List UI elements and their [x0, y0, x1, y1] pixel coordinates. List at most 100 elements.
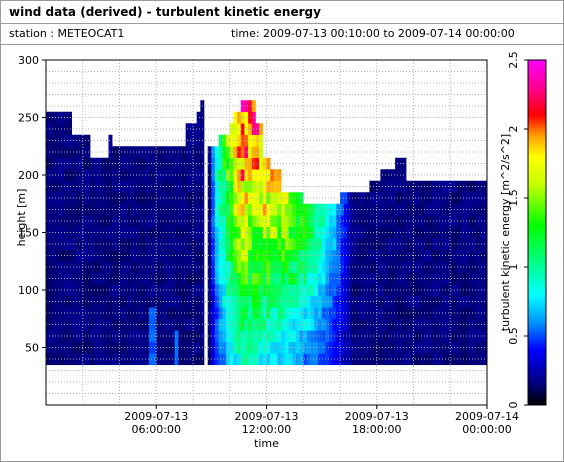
heatmap-cell [351, 318, 355, 331]
heatmap-cell [435, 203, 440, 216]
heatmap-cell [435, 226, 440, 239]
heatmap-cell [483, 249, 488, 262]
heatmap-cell [292, 192, 297, 205]
heatmap-cell [145, 295, 150, 308]
heatmap-cell [442, 341, 447, 354]
heatmap-cell [60, 284, 65, 297]
heatmap-cell [189, 180, 194, 193]
heatmap-cell [207, 169, 212, 182]
heatmap-cell [273, 261, 278, 274]
heatmap-cell [123, 146, 128, 159]
heatmap-cell [49, 318, 54, 331]
heatmap-cell [163, 295, 168, 308]
heatmap-cell [222, 134, 227, 147]
heatmap-cell [303, 318, 308, 331]
heatmap-cell [310, 318, 315, 331]
heatmap-cell [417, 261, 422, 274]
heatmap-cell [406, 238, 411, 251]
heatmap-cell [277, 318, 282, 331]
heatmap-cell [159, 192, 164, 205]
heatmap-cell [196, 249, 201, 262]
heatmap-cell [273, 318, 278, 331]
heatmap-cell [174, 180, 179, 193]
heatmap-cell [159, 284, 164, 297]
heatmap-cell [46, 180, 50, 193]
heatmap-cell [46, 134, 50, 147]
heatmap-cell [211, 295, 216, 308]
heatmap-cell [409, 203, 414, 216]
heatmap-cell [424, 180, 429, 193]
heatmap-cell [163, 249, 168, 262]
heatmap-cell [409, 353, 414, 366]
heatmap-cell [97, 180, 102, 193]
heatmap-cell [288, 330, 293, 343]
heatmap-cell [156, 226, 161, 239]
heatmap-cell [343, 330, 348, 343]
heatmap-cell [328, 284, 333, 297]
heatmap-cell [193, 134, 197, 147]
heatmap-cell [141, 157, 146, 170]
heatmap-cell [130, 261, 135, 274]
heatmap-cell [295, 261, 300, 274]
heatmap-cell [373, 192, 378, 205]
heatmap-cell [402, 249, 407, 262]
heatmap-cell [196, 111, 201, 124]
heatmap-cell [240, 307, 245, 320]
heatmap-cell [82, 215, 87, 228]
heatmap-cell [384, 261, 389, 274]
heatmap-cell [75, 226, 80, 239]
heatmap-cell [126, 353, 131, 366]
heatmap-cell [255, 284, 260, 297]
heatmap-cell [145, 238, 150, 251]
heatmap-cell [237, 307, 242, 320]
heatmap-cell [475, 295, 480, 308]
heatmap-cell [93, 307, 98, 320]
heatmap-cell [328, 272, 333, 285]
heatmap-cell [196, 192, 201, 205]
heatmap-cell [483, 295, 488, 308]
heatmap-cell [108, 180, 113, 193]
heatmap-cell [46, 341, 50, 354]
heatmap-cell [303, 226, 308, 239]
heatmap-cell [64, 192, 69, 205]
heatmap-cell [141, 353, 146, 366]
heatmap-cell [295, 341, 300, 354]
heatmap-cell [126, 330, 131, 343]
heatmap-cell [259, 330, 264, 343]
heatmap-cell [453, 261, 458, 274]
heatmap-cell [439, 203, 444, 216]
heatmap-cell [193, 341, 197, 354]
heatmap-cell [391, 192, 396, 205]
heatmap-cell [57, 169, 61, 182]
heatmap-cell [321, 318, 326, 331]
heatmap-cell [207, 146, 212, 159]
heatmap-cell [189, 341, 194, 354]
heatmap-cell [376, 215, 381, 228]
station-label: station : METEOCAT1 [9, 27, 125, 40]
heatmap-cell [340, 272, 344, 285]
heatmap-cell [457, 330, 462, 343]
heatmap-cell [60, 169, 65, 182]
heatmap-cell [196, 180, 201, 193]
heatmap-cell [450, 341, 455, 354]
heatmap-cell [64, 341, 69, 354]
heatmap-cell [336, 203, 341, 216]
heatmap-cell [130, 192, 135, 205]
heatmap-cell [57, 295, 61, 308]
heatmap-cell [343, 307, 348, 320]
heatmap-cell [373, 284, 378, 297]
heatmap-cell [384, 353, 389, 366]
heatmap-cell [244, 192, 249, 205]
heatmap-cell [435, 307, 440, 320]
heatmap-cell [222, 169, 227, 182]
heatmap-cell [420, 353, 425, 366]
heatmap-cell [240, 272, 245, 285]
heatmap-cell [178, 238, 183, 251]
heatmap-cell [196, 146, 201, 159]
heatmap-cell [402, 341, 407, 354]
heatmap-cell [115, 146, 120, 159]
heatmap-cell [82, 226, 87, 239]
heatmap-cell [79, 284, 84, 297]
heatmap-cell [453, 330, 458, 343]
heatmap-cell [457, 180, 462, 193]
